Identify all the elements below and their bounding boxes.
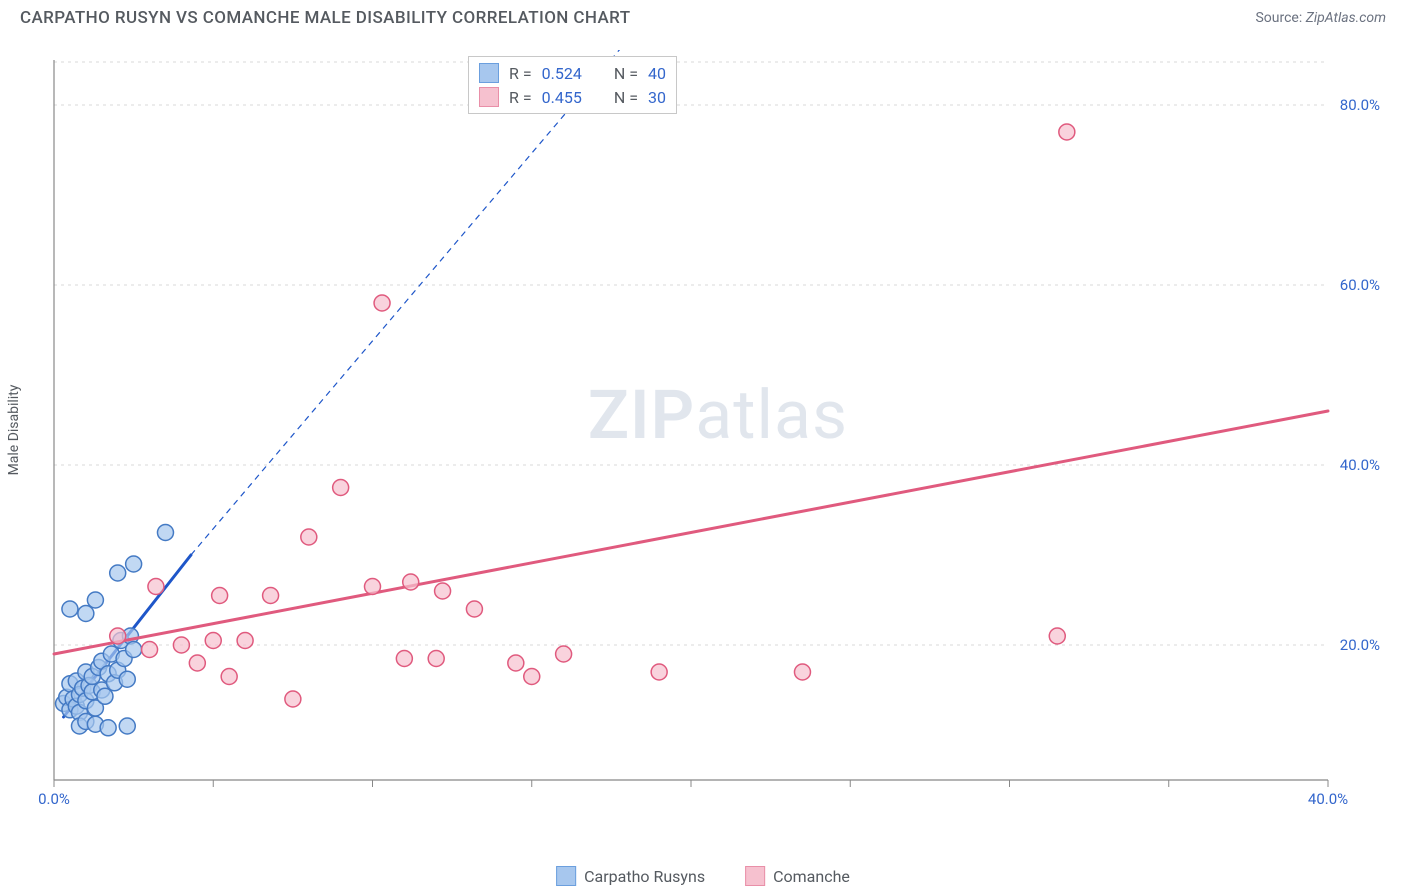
- r-label: R =: [509, 64, 532, 83]
- legend-swatch: [479, 63, 499, 83]
- legend-swatch: [745, 866, 765, 886]
- stats-legend: R = 0.524 N = 40 R = 0.455 N = 30: [468, 56, 677, 114]
- r-label: R =: [509, 88, 532, 107]
- tick-label: 40.0%: [1340, 456, 1380, 474]
- tick-label: 20.0%: [1340, 636, 1380, 654]
- r-value: 0.455: [542, 88, 582, 107]
- legend-item: Comanche: [745, 866, 850, 886]
- chart-title: CARPATHO RUSYN VS COMANCHE MALE DISABILI…: [20, 8, 630, 28]
- source-attribution: Source: ZipAtlas.com: [1255, 10, 1386, 26]
- n-value: 30: [648, 88, 666, 107]
- tick-label: 60.0%: [1340, 276, 1380, 294]
- legend-swatch: [556, 866, 576, 886]
- n-value: 40: [648, 64, 666, 83]
- scatter-chart: [48, 50, 1388, 810]
- stats-legend-row: R = 0.524 N = 40: [479, 61, 666, 85]
- n-label: N =: [614, 64, 638, 83]
- plot-area: ZIPatlas: [48, 50, 1388, 810]
- legend-swatch: [479, 87, 499, 107]
- chart-header: CARPATHO RUSYN VS COMANCHE MALE DISABILI…: [0, 0, 1406, 32]
- tick-label: 80.0%: [1340, 96, 1380, 114]
- legend-label: Carpatho Rusyns: [584, 867, 705, 886]
- r-value: 0.524: [542, 64, 582, 83]
- source-name: ZipAtlas.com: [1306, 10, 1386, 26]
- legend-label: Comanche: [773, 867, 850, 886]
- legend-item: Carpatho Rusyns: [556, 866, 705, 886]
- tick-label: 40.0%: [1308, 790, 1348, 808]
- stats-legend-row: R = 0.455 N = 30: [479, 85, 666, 109]
- source-label: Source:: [1255, 10, 1302, 26]
- tick-label: 0.0%: [38, 790, 70, 808]
- n-label: N =: [614, 88, 638, 107]
- y-axis-label: Male Disability: [6, 385, 22, 476]
- series-legend: Carpatho Rusyns Comanche: [556, 866, 850, 886]
